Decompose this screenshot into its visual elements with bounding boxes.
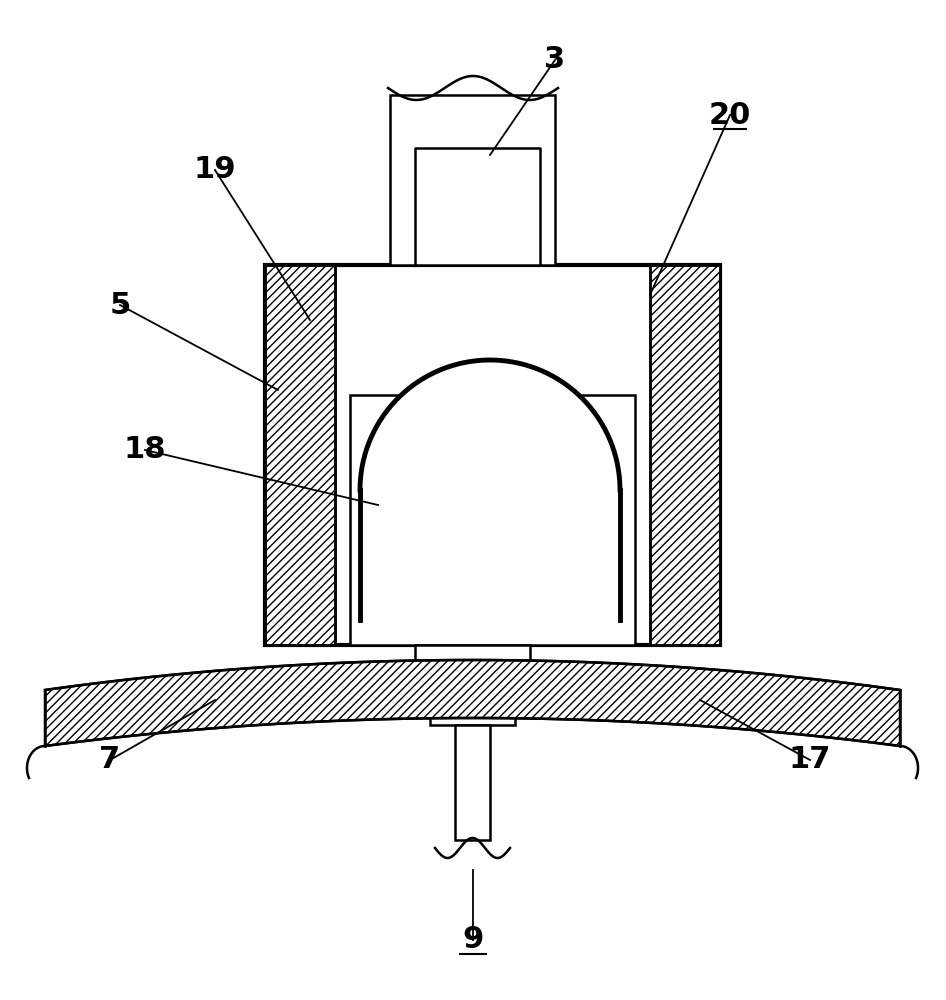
Text: 7: 7	[99, 746, 120, 774]
Polygon shape	[45, 660, 900, 746]
Bar	[430, 695, 515, 725]
Bar	[455, 725, 490, 840]
Bar	[265, 265, 720, 645]
Text: 3: 3	[545, 45, 566, 75]
Polygon shape	[360, 360, 620, 620]
Text: 17: 17	[789, 746, 832, 774]
Text: 9: 9	[463, 926, 483, 954]
Bar	[390, 95, 555, 265]
Bar	[265, 265, 335, 645]
Bar	[650, 265, 720, 645]
Text: 5: 5	[110, 290, 131, 320]
Bar	[265, 265, 335, 645]
Text: 19: 19	[194, 155, 236, 184]
Text: 20: 20	[709, 101, 751, 129]
Bar	[350, 395, 635, 645]
Text: 18: 18	[124, 436, 166, 464]
Bar	[415, 645, 530, 695]
Bar	[650, 265, 720, 645]
